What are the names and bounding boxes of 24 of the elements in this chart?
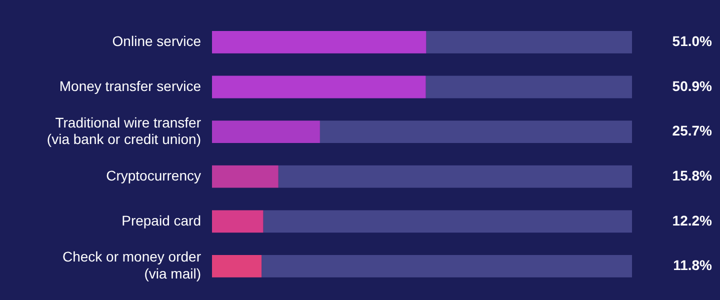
bar (212, 120, 320, 143)
y-tick-label: Online service (112, 33, 202, 50)
data-label: 50.9% (672, 78, 713, 94)
bar (212, 76, 426, 98)
y-tick-label: Traditional wire transfer (via bank or credit union) (46, 114, 202, 148)
data-label: 51.0% (672, 33, 713, 50)
bar (426, 76, 632, 98)
y-tick-label: Money transfer service (59, 78, 202, 94)
bar (426, 31, 632, 54)
data-label: 12.2% (672, 212, 713, 228)
y-tick-label: Cryptocurrency (106, 167, 201, 184)
data-label: 11.8% (673, 257, 713, 274)
bar (262, 255, 632, 278)
bar (320, 120, 632, 143)
bar (263, 210, 632, 233)
bar (212, 31, 426, 54)
bar (212, 165, 278, 188)
bar (278, 165, 632, 188)
y-tick-label: Check or money order (via mail) (62, 248, 202, 282)
y-tick-label: Prepaid card (122, 212, 201, 228)
data-label: 25.7% (672, 122, 713, 139)
data-label: 15.8% (672, 167, 713, 184)
bar (212, 210, 264, 233)
bar (212, 255, 262, 278)
